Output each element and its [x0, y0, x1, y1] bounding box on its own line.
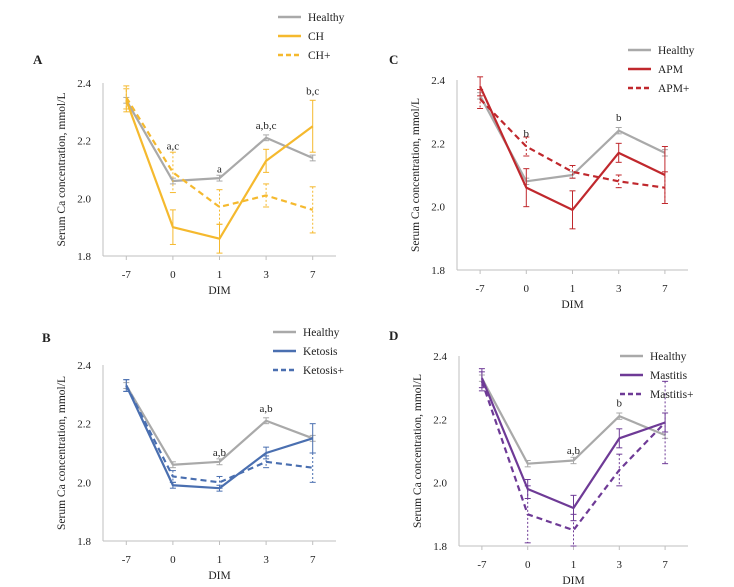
panel-d: D 1.8 2.0 2.2 2.4 -7 0 1 3 7 DIM Serum Ca concentra… [389, 328, 694, 587]
y-tick-label: 1.8 [431, 265, 445, 277]
series-apm [477, 76, 668, 230]
series-line [479, 95, 666, 183]
y-tick-label: 2.0 [77, 477, 91, 489]
x-tick-label: 3 [263, 269, 269, 281]
legend-label: APM+ [658, 83, 689, 95]
panel-letter: A [33, 52, 43, 67]
y-tick-label: 2.2 [431, 138, 445, 150]
x-tick-label: 1 [217, 554, 223, 566]
legend: Healthy CH CH+ [278, 12, 345, 62]
panel-letter: C [389, 52, 398, 67]
series-mastitis-plus [478, 371, 669, 547]
y-tick-label: 2.2 [77, 136, 91, 148]
x-axis-label: DIM [208, 285, 230, 297]
panel-letter: D [389, 328, 398, 343]
x-tick-label: 3 [263, 554, 269, 566]
y-tick-label: 2.0 [77, 193, 91, 205]
legend-label: Mastitis+ [650, 389, 694, 401]
series-line [125, 96, 314, 211]
x-tick-label: 7 [662, 283, 668, 295]
legend-label: APM [658, 64, 683, 76]
y-tick-label: 2.4 [433, 351, 447, 363]
significance-label: b [524, 128, 530, 140]
y-tick-label: 1.8 [77, 536, 91, 548]
y-axis-label: Serum Ca concentration, mmol/L [56, 93, 68, 247]
y-tick-label: 1.8 [433, 541, 447, 553]
x-tick-label: -7 [477, 559, 487, 571]
legend-label: CH+ [308, 50, 330, 62]
legend-label: Healthy [658, 45, 695, 57]
series-ketosis [123, 379, 316, 492]
legend-label: Healthy [303, 327, 340, 339]
significance-label: b [616, 112, 622, 124]
significance-label: a [217, 163, 222, 175]
x-axis-label: DIM [562, 575, 584, 587]
series-healthy [123, 96, 316, 185]
x-tick-label: 7 [662, 559, 668, 571]
panel-b: B 1.8 2.0 2.2 2.4 -7 0 1 3 7 DIM Serum Ca concentra… [42, 327, 344, 582]
y-tick-label: 2.2 [433, 414, 447, 426]
y-axis-label: Serum Ca concentration, mmol/L [412, 374, 424, 528]
series-mastitis [478, 368, 669, 522]
significance-label: b [617, 398, 623, 410]
y-tick-label: 2.0 [433, 478, 447, 490]
x-tick-label: 1 [570, 283, 576, 295]
x-tick-label: 1 [571, 559, 577, 571]
significance-label: a,b [260, 403, 274, 415]
y-tick-label: 1.8 [77, 251, 91, 263]
significance-label: a,b [213, 447, 227, 459]
x-tick-label: 0 [170, 269, 176, 281]
x-axis-label: DIM [561, 299, 583, 311]
x-tick-label: 7 [310, 269, 316, 281]
x-tick-label: 0 [524, 283, 530, 295]
y-tick-label: 2.4 [431, 75, 445, 87]
legend-label: Healthy [650, 351, 687, 363]
y-tick-label: 2.2 [77, 419, 91, 431]
legend-label: Ketosis+ [303, 365, 344, 377]
x-tick-label: -7 [122, 554, 132, 566]
y-axis-label: Serum Ca concentration, mmol/L [410, 98, 422, 252]
legend-label: CH [308, 31, 324, 43]
x-tick-label: -7 [476, 283, 486, 295]
y-tick-label: 2.0 [431, 202, 445, 214]
legend: Healthy Mastitis Mastitis+ [620, 351, 694, 401]
x-tick-label: 3 [616, 283, 622, 295]
significance-label: a,b [567, 445, 581, 457]
legend: Healthy APM APM+ [628, 45, 695, 95]
y-tick-label: 2.4 [77, 78, 91, 90]
significance-label: b,c [306, 86, 319, 98]
panel-a: A 1.8 2.0 2.2 2.4 -7 0 1 3 7 DIM Serum Ca concentra… [33, 12, 345, 297]
series-line [125, 385, 313, 484]
significance-label: a,b,c [256, 120, 277, 132]
significance-label: a,c [167, 140, 180, 152]
series-line [125, 385, 314, 490]
legend-label: Mastitis [650, 370, 688, 382]
legend-label: Ketosis [303, 346, 338, 358]
legend: Healthy Ketosis Ketosis+ [273, 327, 344, 377]
series-line [480, 377, 666, 510]
x-axis-label: DIM [208, 570, 230, 582]
y-tick-label: 2.4 [77, 360, 91, 372]
panel-c: C 1.8 2.0 2.2 2.4 -7 0 1 3 7 DIM Serum Ca concentra… [389, 45, 695, 311]
x-tick-label: 0 [525, 559, 531, 571]
series-line [480, 380, 666, 532]
series-ketosis-plus [123, 379, 316, 489]
x-tick-label: 7 [310, 554, 316, 566]
x-tick-label: 3 [617, 559, 623, 571]
panel-letter: B [42, 330, 51, 345]
y-axis-label: Serum Ca concentration, mmol/L [56, 376, 68, 530]
series-ch-plus [123, 85, 316, 234]
x-tick-label: 1 [217, 269, 223, 281]
legend-label: Healthy [308, 12, 345, 24]
series-apm-plus [477, 89, 668, 204]
x-tick-label: 0 [170, 554, 176, 566]
x-tick-label: -7 [122, 269, 132, 281]
series-line [479, 98, 666, 189]
